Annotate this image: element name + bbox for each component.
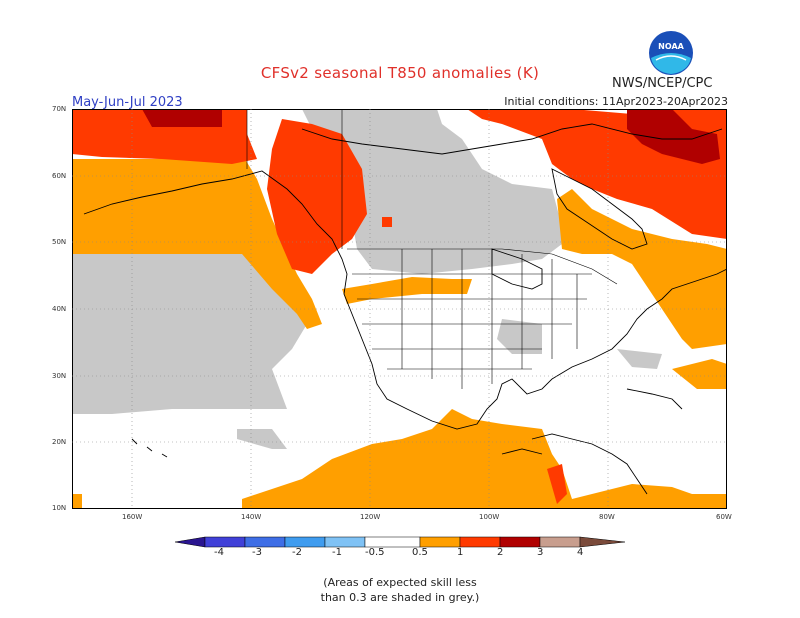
skill-note-line-1: (Areas of expected skill less: [323, 576, 477, 589]
coastlines: [83, 123, 727, 495]
lat-label-10n: 10N: [52, 504, 67, 512]
lon-label-100w: 100W: [479, 513, 500, 521]
legend-label-m1: -1: [332, 547, 342, 558]
color-scale-bar: [174, 536, 626, 548]
lat-label-20n: 20N: [52, 438, 67, 446]
legend-label-p3: 3: [537, 547, 544, 558]
legend-label-m2: -2: [292, 547, 302, 558]
legend-label-p4: 4: [577, 547, 584, 558]
anomaly-map: [72, 109, 727, 509]
lat-label-40n: 40N: [52, 305, 67, 313]
lat-label-70n: 70N: [52, 105, 67, 113]
lon-label-160w: 160W: [122, 513, 143, 521]
legend-label-p1: 1: [457, 547, 464, 558]
legend-label-m4: -4: [214, 547, 224, 558]
noaa-logo-icon: NOAA: [649, 31, 693, 75]
legend-label-m3: -3: [252, 547, 262, 558]
forecast-period: May-Jun-Jul 2023: [72, 95, 183, 110]
anomaly-2-3-regions: [142, 109, 720, 164]
lon-label-140w: 140W: [241, 513, 262, 521]
map-title: CFSv2 seasonal T850 anomalies (K): [260, 64, 540, 82]
legend-label-p2: 2: [497, 547, 504, 558]
lon-label-80w: 80W: [599, 513, 615, 521]
lon-label-120w: 120W: [360, 513, 381, 521]
skill-note: (Areas of expected skill less than 0.3 a…: [0, 575, 800, 605]
lon-label-60w: 60W: [716, 513, 732, 521]
lat-label-30n: 30N: [52, 372, 67, 380]
agency-label: NWS/NCEP/CPC: [612, 76, 713, 91]
initial-conditions: Initial conditions: 11Apr2023-20Apr2023: [504, 95, 728, 108]
political-boundaries: [246, 109, 618, 389]
lat-label-50n: 50N: [52, 238, 67, 246]
low-skill-regions: [72, 109, 662, 469]
logo-text: NOAA: [658, 42, 684, 51]
anomaly-0.5-1-regions: [72, 154, 727, 509]
lat-label-60n: 60N: [52, 172, 67, 180]
graticule: [72, 109, 727, 509]
legend-label-p05: 0.5: [412, 547, 428, 558]
skill-note-line-2: than 0.3 are shaded in grey.): [320, 591, 480, 604]
legend-label-m05: -0.5: [365, 547, 385, 558]
